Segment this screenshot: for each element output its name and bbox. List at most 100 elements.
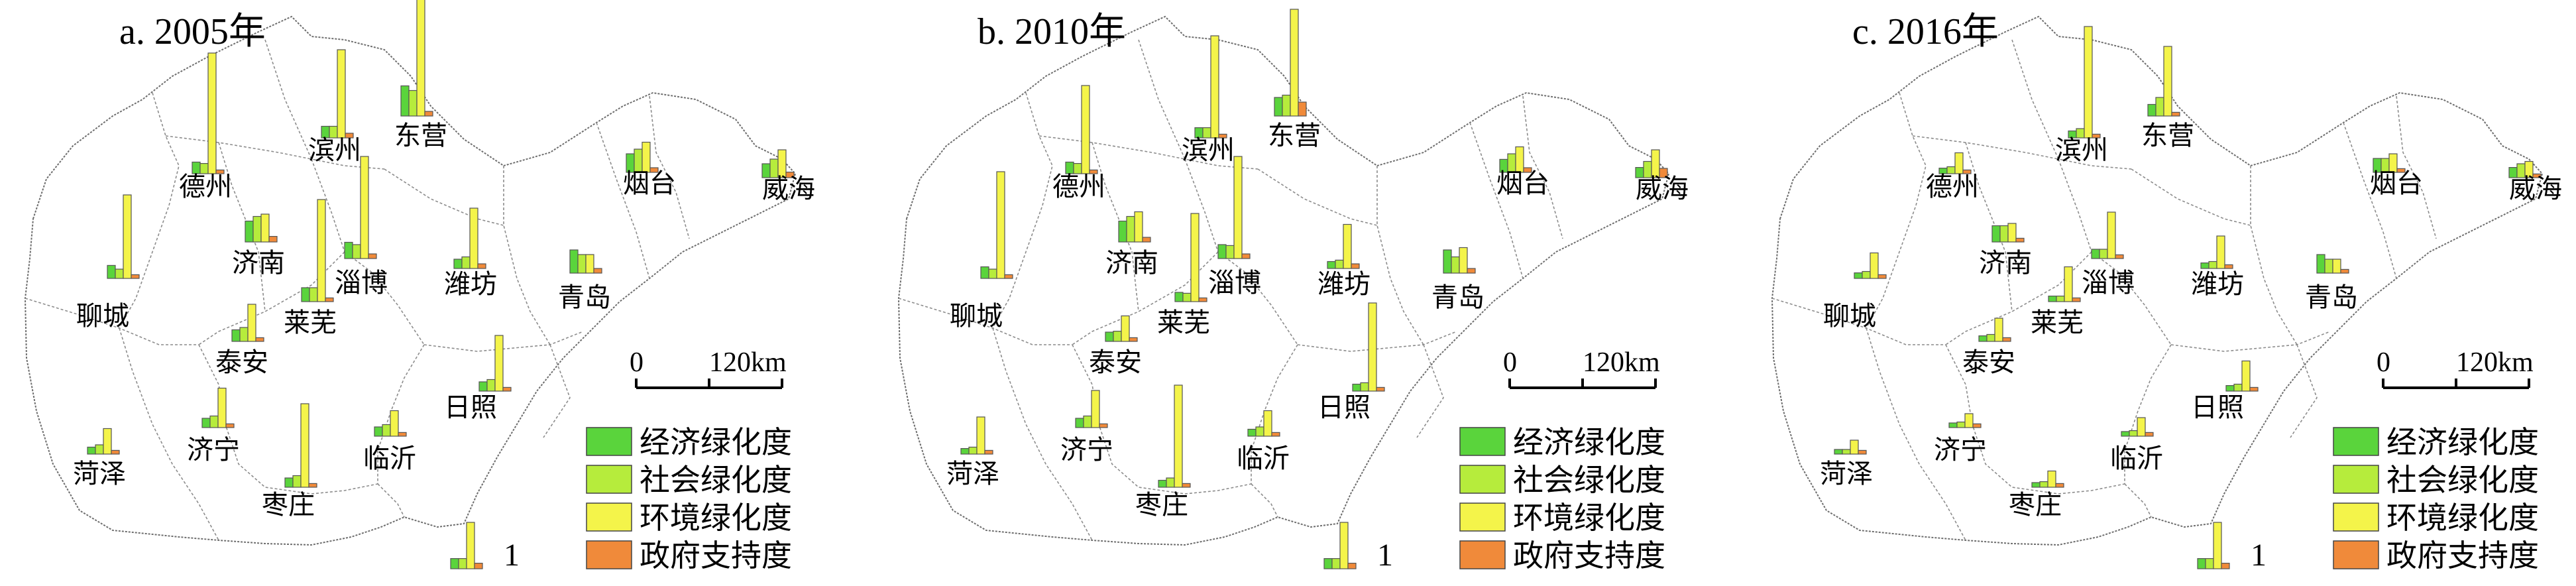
- bar-economic: [2031, 482, 2041, 488]
- bar-social: [1335, 259, 1344, 269]
- city-label: 滨州: [308, 135, 361, 166]
- bar-economic: [1105, 331, 1114, 342]
- city-label: 烟台: [1496, 168, 1549, 199]
- city-label: 日照: [1317, 392, 1371, 423]
- city-bar-group: 青岛: [558, 249, 611, 313]
- bar-government: [2002, 337, 2011, 342]
- prefecture-boundary: [311, 158, 425, 345]
- bar-social: [1182, 292, 1192, 302]
- bar-social: [1862, 270, 1871, 279]
- panel-title-a: a. 2005年: [119, 11, 266, 52]
- prefecture-boundary: [264, 39, 385, 170]
- prefecture-boundary: [1945, 251, 2092, 345]
- city-bar-group: 潍坊: [1317, 223, 1371, 300]
- bar-government: [2115, 254, 2124, 259]
- bar-economic: [400, 85, 410, 117]
- bar-environment: [416, 0, 425, 117]
- bar-government: [984, 449, 993, 455]
- bar-social: [309, 287, 318, 302]
- city-label: 泰安: [1962, 347, 2015, 378]
- bar-environment: [2332, 259, 2341, 274]
- legend-swatch-environment: [1459, 502, 1506, 532]
- bar-environment: [1121, 315, 1130, 342]
- bar-environment: [2064, 266, 2073, 302]
- bar-environment: [1515, 146, 1524, 173]
- bar-government: [1129, 337, 1138, 342]
- scale-bar: 0 120km: [2377, 347, 2534, 389]
- prefecture-boundary: [218, 142, 266, 312]
- bar-environment: [2388, 153, 2398, 173]
- bar-environment: [2216, 235, 2225, 269]
- bar-environment: [1994, 318, 2003, 342]
- bar-government: [1099, 423, 1108, 428]
- bar-government: [593, 268, 602, 274]
- scale-bar: 0 120km: [630, 347, 787, 389]
- legend-label-environment: 环境绿化度: [640, 500, 792, 536]
- bar-environment: [360, 156, 369, 259]
- city-label: 烟台: [623, 168, 676, 199]
- bar-government: [2092, 133, 2101, 139]
- bar-government: [2015, 237, 2025, 243]
- city-bar-group: 潍坊: [2191, 235, 2244, 300]
- city-label: 潍坊: [1317, 269, 1371, 300]
- city-label: 淄博: [1208, 268, 1261, 298]
- key-bar-economic: [1323, 557, 1333, 569]
- city-bar-group: 滨州: [308, 49, 361, 166]
- bar-government: [1218, 133, 1227, 139]
- scale-bar: 0 120km: [1503, 347, 1660, 389]
- bar-government: [1659, 168, 1668, 178]
- size-key-label: 1: [2251, 538, 2267, 573]
- city-bar-group: 聊城: [76, 194, 140, 331]
- bar-economic: [1247, 428, 1257, 437]
- city-label: 济南: [232, 248, 285, 278]
- bar-government: [1858, 449, 1867, 455]
- city-bar-group: 威海: [761, 149, 815, 204]
- bar-social: [352, 244, 361, 259]
- bar-economic: [1948, 422, 1958, 428]
- bar-social: [382, 424, 391, 437]
- city-label: 枣庄: [1135, 490, 1188, 520]
- city-label: 东营: [1268, 121, 1321, 151]
- city-bar-group: 济南: [232, 213, 285, 278]
- city-label: 临沂: [363, 443, 416, 474]
- bar-government: [424, 111, 433, 117]
- city-bar-group: 淄博: [335, 156, 388, 298]
- key-bar-government: [1347, 562, 1357, 569]
- bar-economic: [1075, 418, 1084, 428]
- bar-government: [1877, 274, 1887, 279]
- bar-environment: [1174, 384, 1183, 488]
- legend-label-environment: 环境绿化度: [2386, 500, 2539, 536]
- key-bar-environment: [466, 522, 475, 569]
- size-key: 1: [1323, 522, 1393, 573]
- bar-social: [1842, 449, 1851, 455]
- city-bar-group: 东营: [1268, 9, 1321, 151]
- city-bar-group: 烟台: [2370, 153, 2423, 199]
- prefecture-boundary: [119, 327, 219, 541]
- prefecture-boundary: [1945, 344, 2125, 495]
- bar-environment: [123, 194, 132, 279]
- city-bar-group: 临沂: [1237, 410, 1290, 474]
- legend-swatch-environment: [2333, 502, 2379, 532]
- legend-swatch-environment: [586, 502, 632, 532]
- prefecture-boundary: [1866, 327, 1966, 541]
- bar-economic: [2225, 384, 2235, 392]
- prefecture-boundary: [2396, 95, 2437, 239]
- scale-zero: 0: [1503, 347, 1517, 378]
- bar-government: [1198, 297, 1207, 302]
- bar-government: [1351, 263, 1360, 269]
- city-bar-group: 青岛: [2305, 254, 2358, 313]
- bar-social: [95, 444, 104, 455]
- panel-title-c: c. 2016年: [1852, 11, 1999, 52]
- city-label: 东营: [2141, 121, 2194, 151]
- legend-label-social: 社会绿化度: [640, 462, 792, 498]
- bar-environment: [1651, 149, 1660, 178]
- bar-environment: [2107, 211, 2116, 259]
- city-label: 德州: [1926, 172, 1979, 202]
- bar-government: [2396, 168, 2406, 173]
- prefecture-boundary: [649, 95, 690, 239]
- prefecture-boundary: [1376, 166, 1424, 345]
- prefecture-boundary: [2058, 158, 2172, 345]
- city-label: 德州: [1052, 172, 1105, 202]
